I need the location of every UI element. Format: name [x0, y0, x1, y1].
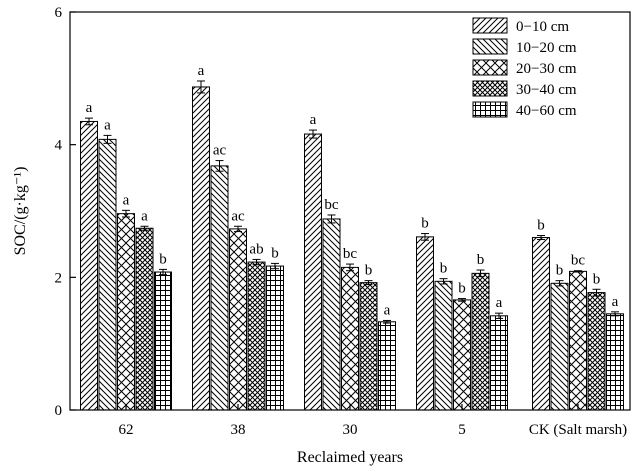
significance-label: b [365, 263, 373, 279]
x-tick-label: CK (Salt marsh) [529, 422, 627, 438]
bar [304, 133, 322, 411]
bar [266, 265, 284, 411]
y-tick-label: 6 [55, 5, 63, 21]
bar [80, 120, 98, 411]
significance-label: bc [571, 253, 586, 269]
bar [341, 266, 359, 411]
bar [550, 282, 569, 411]
bar [229, 228, 247, 411]
significance-label: a [104, 117, 111, 133]
legend-swatch [472, 101, 508, 118]
x-axis: 62 38 30 5 CK (Salt marsh) [119, 404, 627, 438]
significance-label: a [198, 63, 205, 79]
bar [434, 280, 453, 411]
significance-label: bc [324, 197, 339, 213]
y-axis: 0 2 4 6 [55, 5, 76, 419]
y-tick-label: 4 [55, 138, 63, 154]
bar [359, 282, 378, 411]
bar [247, 261, 266, 411]
y-tick-label: 0 [55, 403, 63, 419]
significance-label: b [593, 271, 601, 287]
legend-swatch [472, 17, 508, 34]
x-tick-label: 62 [119, 422, 134, 438]
significance-label: a [612, 294, 619, 310]
significance-label: ab [249, 241, 263, 257]
legend: 0−10 cm 10−20 cm 20−30 cm 30−40 cm 40−60 cm [472, 17, 577, 119]
legend-label: 0−10 cm [516, 19, 569, 35]
significance-label: b [556, 263, 564, 279]
significance-label: b [421, 216, 429, 232]
legend-label: 10−20 cm [516, 40, 577, 56]
significance-label: b [458, 281, 466, 297]
bar [135, 227, 154, 411]
y-axis-title: SOC/(g·kg⁻¹) [12, 167, 29, 256]
bar [117, 213, 135, 411]
significance-label: b [477, 252, 485, 268]
bar [490, 315, 508, 411]
x-tick-label: 38 [231, 422, 246, 438]
x-tick-label: 30 [343, 422, 358, 438]
significance-label: a [141, 208, 148, 224]
legend-label: 20−30 cm [516, 61, 577, 77]
bar [453, 299, 471, 411]
x-axis-title: Reclaimed years [297, 449, 403, 466]
bar [606, 313, 624, 411]
significance-label: b [271, 245, 279, 261]
significance-label: ac [213, 143, 227, 159]
bar [587, 292, 606, 411]
legend-swatch [472, 80, 508, 97]
legend-label: 40−60 cm [516, 103, 577, 119]
significance-label: ac [231, 208, 245, 224]
y-tick-label: 2 [55, 270, 63, 286]
significance-label: bc [343, 246, 358, 262]
significance-label: a [86, 100, 93, 116]
bar [569, 270, 587, 411]
bar [532, 237, 550, 411]
error-bars-layer [85, 80, 619, 324]
significance-label: a [310, 112, 317, 128]
bar [416, 236, 434, 411]
significance-label: a [384, 302, 391, 318]
significance-label: a [496, 295, 503, 311]
x-tick-label: 5 [458, 422, 466, 438]
bar [98, 138, 117, 411]
significance-label: b [537, 218, 545, 234]
bar [322, 218, 341, 411]
significance-label: b [159, 251, 167, 267]
legend-swatch [472, 59, 508, 76]
significance-label: b [440, 261, 448, 277]
bar [192, 86, 210, 411]
bar [471, 272, 490, 411]
bar [378, 321, 396, 411]
significance-label: a [123, 192, 130, 208]
legend-swatch [472, 38, 508, 55]
bar [154, 271, 172, 411]
bars-layer [80, 86, 624, 411]
bar [210, 165, 229, 411]
legend-label: 30−40 cm [516, 82, 577, 98]
